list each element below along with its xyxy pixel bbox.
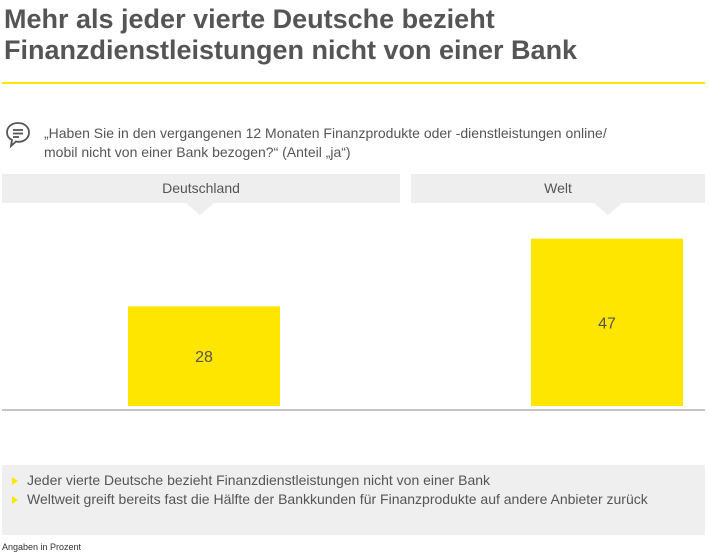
finding-text: Jeder vierte Deutsche bezieht Finanzdien… [27,472,491,488]
bar-chart: 28 47 [2,238,705,411]
title-line-1: Mehr als jeder vierte Deutsche bezieht [4,4,495,34]
key-findings-box: Jeder vierte Deutsche bezieht Finanzdien… [2,465,705,535]
finding-item: Weltweit greift bereits fast die Hälfte … [12,490,648,509]
data-label: 47 [598,315,616,332]
bar-deutschland [128,306,280,406]
finding-item: Jeder vierte Deutsche bezieht Finanzdien… [12,471,490,490]
title-line-2: Finanzdienstleistungen nicht von einer B… [4,35,578,65]
page-title: Mehr als jeder vierte Deutsche bezieht Fi… [4,4,577,66]
category-header-welt: Welt [411,174,705,203]
category-header-deutschland: Deutschland [2,174,400,203]
header-pointer [186,203,214,215]
bullet-arrow-icon [12,496,18,505]
title-divider [2,82,705,84]
bullet-arrow-icon [12,477,18,486]
question-line-1: „Haben Sie in den vergangenen 12 Monaten… [44,125,607,141]
question-line-2: mobil nicht von einer Bank bezogen?“ (An… [44,144,351,160]
survey-question: „Haben Sie in den vergangenen 12 Monaten… [44,124,684,162]
bar-welt [531,238,683,406]
finding-text: Weltweit greift bereits fast die Hälfte … [27,491,648,507]
data-label: 28 [195,349,213,366]
header-pointer [594,203,622,215]
footnote: Angaben in Prozent [2,542,82,552]
speech-bubble-icon [6,122,30,148]
